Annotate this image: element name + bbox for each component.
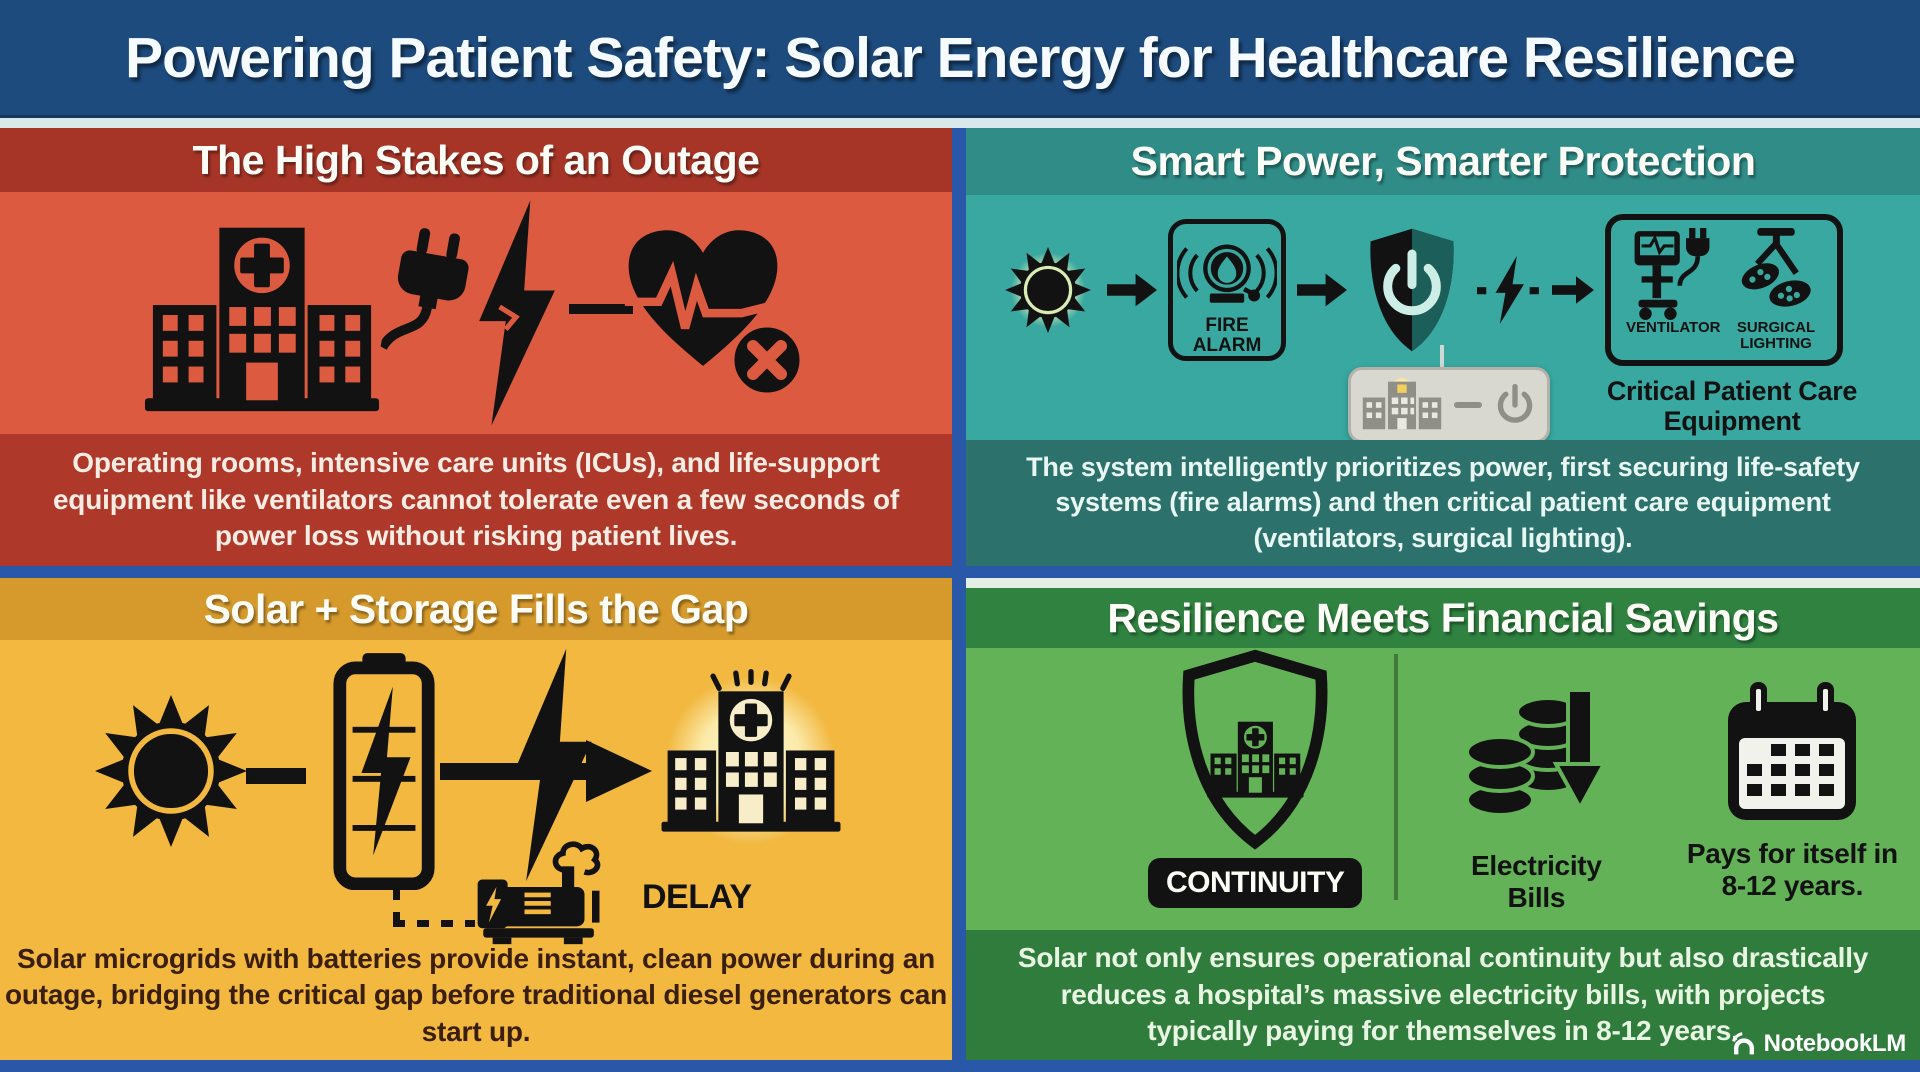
dashed-line: [393, 920, 475, 927]
notebooklm-logo: [1731, 1032, 1754, 1055]
solar-header-band: Solar + Storage Fills the Gap: [0, 578, 952, 640]
outage-icon-row: [0, 192, 952, 434]
savings-text: Solar not only ensures operational conti…: [1017, 942, 1869, 1047]
continuity-group: CONTINUITY: [1148, 648, 1363, 908]
smart-header-band: Smart Power, Smarter Protection: [966, 128, 1920, 195]
payback-group: Pays for itself in 8-12 years.: [1674, 682, 1910, 902]
sun-icon: [95, 695, 247, 847]
solar-header: Solar + Storage Fills the Gap: [203, 585, 749, 632]
heartbeat-heart-icon: [569, 228, 809, 398]
critical-equipment-caption: Critical Patient Care Equipment: [1606, 376, 1858, 436]
dash-icon: [1454, 402, 1482, 408]
lightning-bolt-icon: [479, 200, 555, 426]
notebooklm-label: NotebookLM: [1763, 1030, 1907, 1057]
grey-hospital-icon: [1362, 377, 1442, 430]
solar-text: Solar microgrids with batteries provide …: [4, 942, 948, 1047]
savings-text-band: Solar not only ensures operational conti…: [966, 930, 1920, 1060]
surgical-lighting-label: SURGICAL LIGHTING: [1736, 319, 1816, 352]
smart-text: The system intelligently prioritizes pow…: [1026, 452, 1860, 553]
shield-hospital-icon: [1182, 649, 1328, 850]
arrow-right-icon: [1552, 276, 1594, 304]
battery-bolt-icon: [333, 653, 435, 890]
hospital-power-box-icon: [1348, 367, 1550, 443]
notebooklm-watermark: NotebookLM: [1731, 1030, 1906, 1058]
shield-power-icon: [1370, 228, 1454, 352]
smart-body: FIRE ALARM: [966, 195, 1920, 443]
ekg-line: [569, 304, 633, 314]
savings-header: Resilience Meets Financial Savings: [1107, 594, 1779, 641]
fire-alarm-icon: FIRE ALARM: [1168, 219, 1286, 361]
savings-body: CONTINUITY Electricity Bills: [966, 648, 1920, 930]
critical-equipment-box: VENTILATOR: [1605, 214, 1843, 366]
ventilator-item: VENTILATOR: [1626, 228, 1721, 336]
continuity-badge: CONTINUITY: [1148, 858, 1363, 908]
solar-text-wrap: Solar microgrids with batteries provide …: [0, 941, 952, 1050]
savings-header-band: Resilience Meets Financial Savings: [966, 588, 1920, 648]
calendar-icon: [1728, 682, 1857, 820]
title-separator: [0, 118, 1920, 128]
surgical-light-icon: [1741, 228, 1811, 307]
outage-header: The High Stakes of an Outage: [192, 136, 760, 183]
page-title: Powering Patient Safety: Solar Energy fo…: [125, 25, 1796, 90]
x-circle-icon: [729, 322, 805, 398]
payback-label: Pays for itself in 8-12 years.: [1686, 838, 1898, 902]
shield-connector-line: [1440, 345, 1444, 371]
fire-alarm-label: FIRE ALARM: [1192, 315, 1262, 356]
arrow-right-icon: [1297, 273, 1347, 307]
savings-top-strip: [966, 578, 1920, 588]
lightning-bolt-icon: [1477, 255, 1539, 325]
hospital-icon: [144, 227, 380, 412]
vertical-divider: [1394, 654, 1399, 900]
smoke-icon: [552, 841, 601, 876]
connector-line: [246, 768, 306, 784]
quadrant-solar-storage: Solar + Storage Fills the Gap: [0, 578, 952, 1060]
outage-text-band: Operating rooms, intensive care units (I…: [0, 434, 952, 566]
electricity-bills-group: Electricity Bills: [1432, 682, 1640, 914]
delay-label: DELAY: [642, 878, 752, 916]
arrow-right-icon: [1107, 273, 1157, 307]
smart-text-band: The system intelligently prioritizes pow…: [966, 440, 1920, 566]
outage-text: Operating rooms, intensive care units (I…: [52, 447, 900, 552]
glowing-hospital-icon: [661, 668, 841, 832]
electricity-bills-label: Electricity Bills: [1471, 850, 1602, 914]
solar-body: DELAY Solar microgrids with batteries pr…: [0, 640, 952, 1060]
lightning-bolt-icon: [513, 648, 592, 882]
diesel-generator-icon: [477, 841, 601, 945]
grey-power-icon: [1497, 383, 1533, 423]
title-bar: Powering Patient Safety: Solar Energy fo…: [0, 0, 1920, 118]
sun-icon: [1000, 242, 1096, 338]
smart-flow-row: FIRE ALARM: [1000, 209, 1910, 371]
quadrant-savings: Resilience Meets Financial Savings: [966, 578, 1920, 1060]
power-plug-icon: [378, 223, 479, 368]
coins-down-arrow-icon: [1465, 688, 1608, 817]
surgical-lighting-item: SURGICAL LIGHTING: [1730, 228, 1822, 352]
ventilator-label: VENTILATOR: [1626, 319, 1721, 336]
outage-header-band: The High Stakes of an Outage: [0, 128, 952, 192]
ventilator-icon: [1634, 228, 1710, 320]
quadrant-smart-power: Smart Power, Smarter Protection: [966, 128, 1920, 566]
dashed-line: [393, 888, 400, 924]
quadrant-outage: The High Stakes of an Outage: [0, 128, 952, 566]
smart-header: Smart Power, Smarter Protection: [1130, 138, 1756, 184]
